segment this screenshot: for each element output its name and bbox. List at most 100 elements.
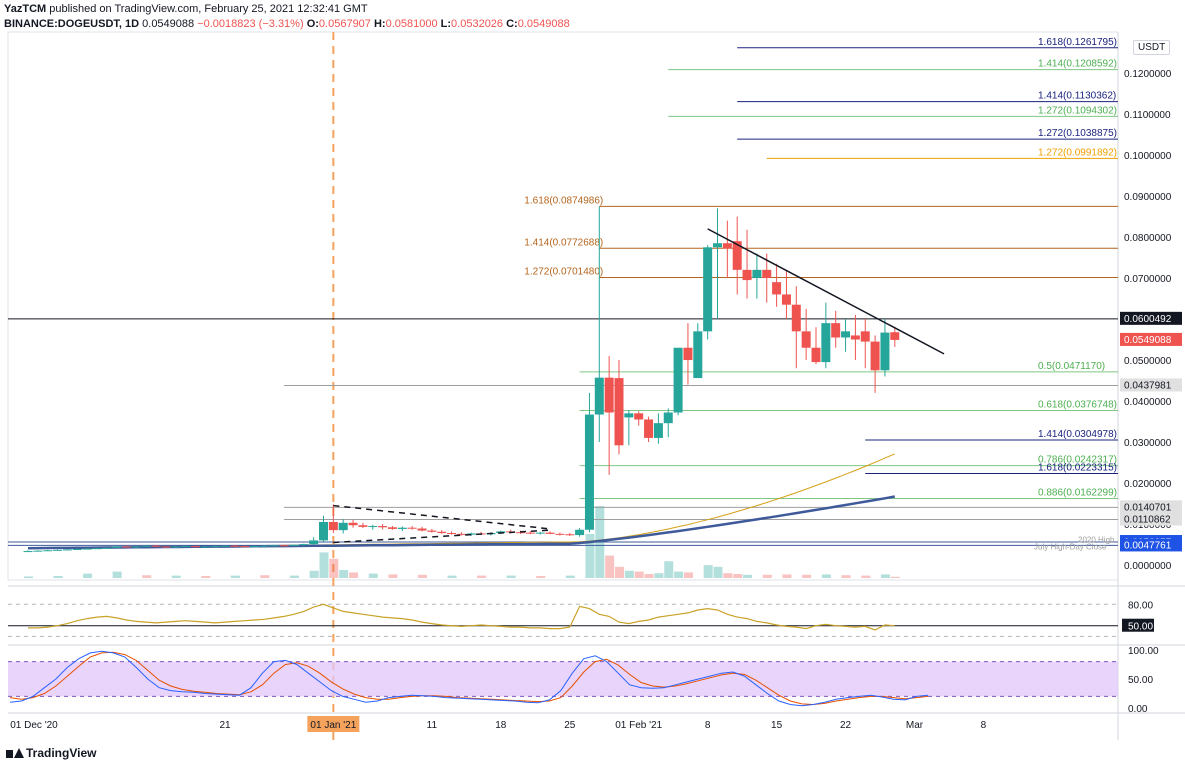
candle-body bbox=[43, 550, 53, 552]
candle-body bbox=[338, 522, 348, 531]
time-tick-label: 25 bbox=[564, 720, 576, 731]
candle-body bbox=[850, 335, 860, 340]
candle-body bbox=[131, 546, 141, 548]
candle-body bbox=[545, 532, 555, 534]
volume-bar bbox=[841, 575, 851, 578]
candle-body bbox=[713, 243, 722, 248]
volume-bar bbox=[733, 574, 743, 578]
currency-button[interactable]: USDT bbox=[1133, 40, 1171, 55]
volume-bar bbox=[230, 575, 240, 578]
candle-body bbox=[525, 532, 535, 534]
candle-body bbox=[437, 531, 447, 534]
volume-bar bbox=[723, 573, 733, 578]
price-tick-label: 0.0700000 bbox=[1124, 274, 1172, 285]
candle-body bbox=[870, 341, 880, 371]
rsi-tag-bg bbox=[1122, 618, 1154, 632]
candle-body bbox=[289, 544, 299, 546]
candle-body bbox=[23, 551, 33, 553]
candle-body bbox=[653, 423, 663, 438]
fib-level-label: 1.618(0.0874986) bbox=[524, 195, 603, 206]
candle-body bbox=[555, 533, 565, 535]
dashed-trendline bbox=[333, 529, 551, 544]
time-tick-label: 15 bbox=[771, 720, 783, 731]
open-value: 0.0567907 bbox=[318, 18, 371, 30]
candle-body bbox=[368, 526, 378, 528]
candle-body bbox=[309, 540, 319, 545]
level-tag-label: 0.0110862 bbox=[1124, 515, 1171, 526]
fib-level-label: 0.618(0.0376748) bbox=[1038, 400, 1117, 411]
volume-bar bbox=[683, 572, 693, 578]
volume-bar bbox=[171, 575, 181, 578]
author[interactable]: YazTCM bbox=[4, 3, 47, 15]
candle-body bbox=[683, 347, 693, 361]
symbol-label: BINANCE:DOGEUSDT, 1D bbox=[4, 18, 140, 30]
stoch-tick-label: 100.00 bbox=[1128, 646, 1159, 657]
candle-body bbox=[722, 243, 732, 249]
ohlc-line: BINANCE:DOGEUSDT, 1D 0.0549088 −0.001882… bbox=[4, 17, 570, 32]
volume-bar bbox=[615, 566, 624, 578]
candle-body bbox=[240, 546, 250, 548]
candle-body bbox=[634, 413, 644, 420]
fib-level-label: 1.414(0.1130362) bbox=[1038, 91, 1116, 102]
stoch-d-line bbox=[9, 651, 929, 706]
volume-bar bbox=[890, 576, 900, 578]
time-tick-label: 01 Dec '20 bbox=[10, 720, 58, 731]
candle-body bbox=[466, 533, 476, 535]
price-tick-label: 0.1200000 bbox=[1124, 69, 1172, 80]
time-tick-label: 8 bbox=[705, 720, 711, 731]
candle-body bbox=[890, 332, 900, 340]
candle-body bbox=[614, 378, 624, 446]
candle-body bbox=[604, 377, 614, 413]
time-tick-label: 11 bbox=[427, 720, 438, 731]
fib-level-label: 1.618(0.1261795) bbox=[1038, 37, 1117, 48]
candle-body bbox=[456, 533, 466, 535]
candle-body bbox=[299, 544, 309, 546]
level-tag-bg bbox=[1120, 512, 1182, 526]
price-tick-label: 0.0400000 bbox=[1124, 397, 1172, 408]
level-tag-bg bbox=[1120, 311, 1182, 325]
price-tick-label: 0.1000000 bbox=[1124, 151, 1172, 162]
low-label: L: bbox=[440, 18, 452, 30]
rsi-tick-label: 80.00 bbox=[1128, 600, 1153, 611]
volume-bar bbox=[289, 575, 299, 578]
fib-level-label: 0.5(0.0471170) bbox=[1038, 361, 1105, 372]
volume-bar bbox=[477, 575, 487, 578]
level-tag-bg bbox=[1120, 332, 1182, 346]
volume-bar bbox=[605, 555, 615, 578]
candle-body bbox=[122, 546, 131, 548]
volume-bar bbox=[644, 574, 654, 578]
volume-bar bbox=[762, 574, 772, 578]
candle-body bbox=[279, 545, 289, 547]
fib-level-label: 1.414(0.1208592) bbox=[1038, 59, 1117, 70]
candle-body bbox=[407, 527, 417, 529]
dashed-trendline bbox=[333, 504, 551, 530]
volume-bar bbox=[634, 571, 644, 578]
level-tag-label: 0.0437981 bbox=[1124, 380, 1172, 391]
chart-header: YazTCM published on TradingView.com, Feb… bbox=[4, 2, 570, 32]
candle-body bbox=[250, 546, 260, 548]
tradingview-logo[interactable]: TradingView bbox=[6, 746, 96, 760]
candle-body bbox=[210, 546, 220, 548]
volume-bar bbox=[674, 571, 684, 578]
volume-bar bbox=[388, 574, 398, 578]
fib-level-label: 1.272(0.0991892) bbox=[1038, 147, 1117, 158]
publish-line: YazTCM published on TradingView.com, Feb… bbox=[4, 2, 570, 17]
candle-body bbox=[821, 323, 831, 363]
candle-body bbox=[181, 546, 191, 548]
candle-body bbox=[319, 521, 328, 541]
level-tag-label: 0.0600492 bbox=[1124, 314, 1172, 325]
candle-body bbox=[535, 532, 545, 534]
volume-bar bbox=[368, 573, 378, 578]
fib-level-label: 0.886(0.0162299) bbox=[1038, 487, 1117, 498]
annotation-label: 2020 High bbox=[1078, 536, 1114, 545]
volume-bar bbox=[329, 558, 339, 578]
volume-bar bbox=[53, 576, 63, 578]
time-tick-label: 18 bbox=[495, 720, 507, 731]
candle-body bbox=[72, 549, 82, 551]
candle-body bbox=[732, 241, 742, 270]
candle-body bbox=[53, 549, 63, 551]
fib-level-label: 1.272(0.1038875) bbox=[1038, 128, 1117, 139]
candle-body bbox=[841, 331, 851, 338]
fib-level-label: 1.272(0.1094302) bbox=[1038, 105, 1117, 116]
